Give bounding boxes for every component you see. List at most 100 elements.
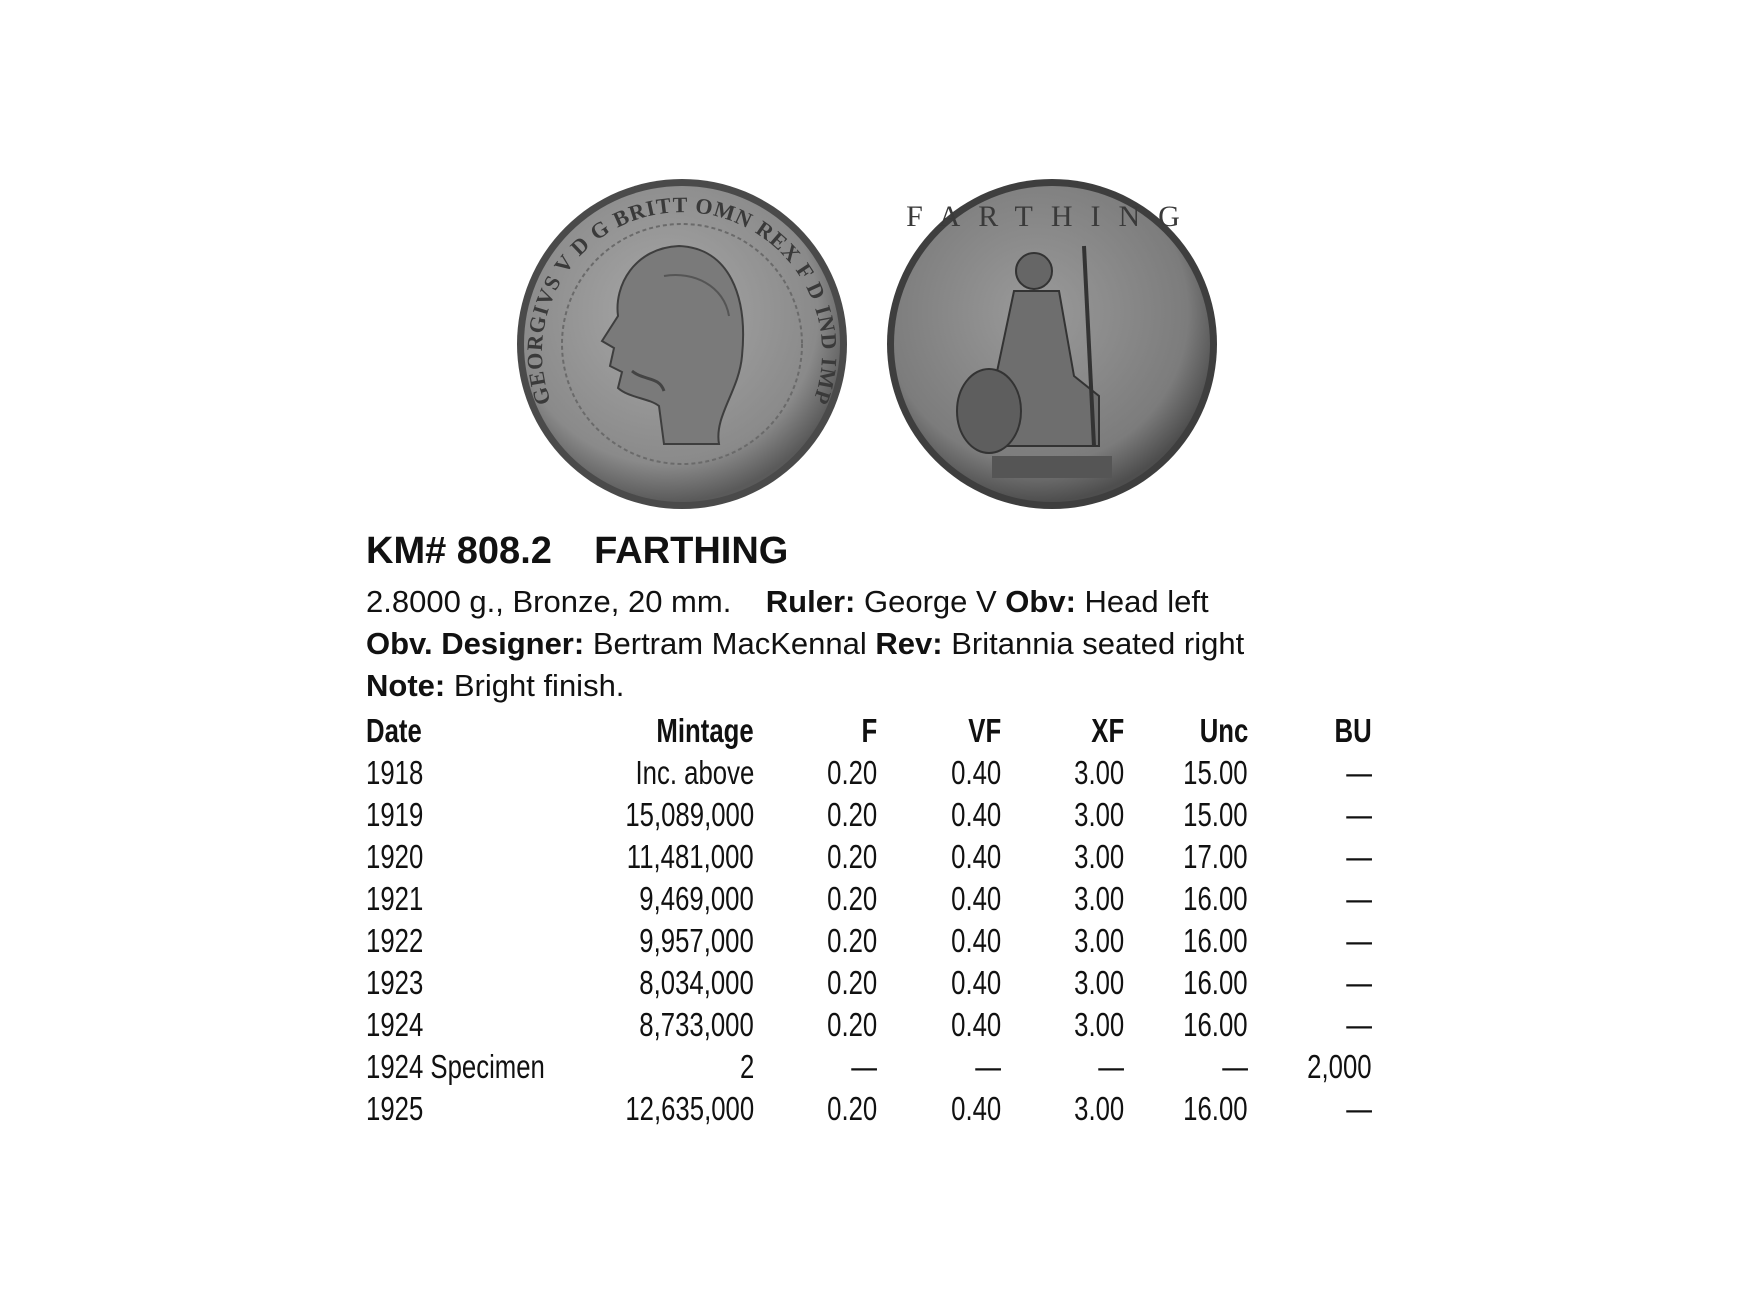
cell-vf: 0.40 <box>950 880 1001 917</box>
specs-line-3: Note: Bright finish. <box>366 668 624 704</box>
cell-vf: 0.40 <box>950 1090 1001 1127</box>
denomination: FARTHING <box>594 530 789 572</box>
cell-unc: 15.00 <box>1183 796 1248 833</box>
cell-f: 0.20 <box>826 838 877 875</box>
table-row: 1923 8,034,000 0.20 0.40 3.00 16.00 — <box>366 964 1372 1006</box>
cell-vf: 0.40 <box>950 754 1001 791</box>
km-number: KM# 808.2 <box>366 530 552 572</box>
cell-mintage: 2 <box>739 1048 754 1085</box>
cell-xf: 3.00 <box>1073 1006 1124 1043</box>
cell-date: 1923 <box>366 964 424 1001</box>
cell-bu: — <box>1346 964 1372 1001</box>
obv-designer-label: Obv. Designer: <box>366 626 585 661</box>
cell-mintage: 8,733,000 <box>639 1006 754 1043</box>
cell-unc: 17.00 <box>1183 838 1248 875</box>
cell-date: 1920 <box>366 838 424 875</box>
table-header: Date Mintage F VF XF Unc BU <box>366 712 1372 754</box>
cell-mintage: 8,034,000 <box>639 964 754 1001</box>
cell-bu: — <box>1346 922 1372 959</box>
cell-bu: — <box>1346 796 1372 833</box>
obv-designer-value: Bertram MacKennal <box>592 626 867 661</box>
cell-unc: 16.00 <box>1183 880 1248 917</box>
cell-mintage: 11,481,000 <box>627 838 754 875</box>
column-header-unc: Unc <box>1199 712 1248 749</box>
physical-specs: 2.8000 g., Bronze, 20 mm. <box>366 584 732 619</box>
cell-bu: 2,000 <box>1307 1048 1372 1085</box>
cell-mintage: Inc. above <box>635 754 754 791</box>
cell-xf: 3.00 <box>1073 964 1124 1001</box>
cell-xf: 3.00 <box>1073 838 1124 875</box>
column-header-vf: VF <box>968 712 1001 749</box>
column-header-xf: XF <box>1091 712 1124 749</box>
cell-unc: 16.00 <box>1183 1090 1248 1127</box>
cell-f: 0.20 <box>826 880 877 917</box>
cell-f: — <box>851 1048 877 1085</box>
table-row: 1919 15,089,000 0.20 0.40 3.00 15.00 — <box>366 796 1372 838</box>
cell-date: 1918 <box>366 754 424 791</box>
cell-bu: — <box>1346 754 1372 791</box>
table-row: 1922 9,957,000 0.20 0.40 3.00 16.00 — <box>366 922 1372 964</box>
table-row: 1924 Specimen 2 — — — — 2,000 <box>366 1048 1372 1090</box>
cell-xf: 3.00 <box>1073 754 1124 791</box>
note-label: Note: <box>366 668 446 703</box>
column-header-mintage: Mintage <box>656 712 754 749</box>
obv-label: Obv: <box>1005 584 1076 619</box>
ruler-value: George V <box>863 584 997 619</box>
cell-vf: 0.40 <box>950 796 1001 833</box>
table-row: 1924 8,733,000 0.20 0.40 3.00 16.00 — <box>366 1006 1372 1048</box>
cell-vf: 0.40 <box>950 1006 1001 1043</box>
cell-bu: — <box>1346 1006 1372 1043</box>
cell-date: 1919 <box>366 796 424 833</box>
note-value: Bright finish. <box>453 668 625 703</box>
cell-vf: 0.40 <box>950 922 1001 959</box>
cell-f: 0.20 <box>826 922 877 959</box>
column-header-date: Date <box>366 712 422 749</box>
table-row: 1925 12,635,000 0.20 0.40 3.00 16.00 — <box>366 1090 1372 1132</box>
table-row: 1920 11,481,000 0.20 0.40 3.00 17.00 — <box>366 838 1372 880</box>
cell-xf: 3.00 <box>1073 796 1124 833</box>
cell-xf: 3.00 <box>1073 1090 1124 1127</box>
cell-vf: 0.40 <box>950 838 1001 875</box>
cell-vf: — <box>975 1048 1001 1085</box>
cell-f: 0.20 <box>826 1090 877 1127</box>
cell-unc: 16.00 <box>1183 964 1248 1001</box>
cell-date: 1924 <box>366 1006 424 1043</box>
table-row: 1918 Inc. above 0.20 0.40 3.00 15.00 — <box>366 754 1372 796</box>
specs-line-1: 2.8000 g., Bronze, 20 mm. Ruler: George … <box>366 584 1209 620</box>
cell-date: 1924 Specimen <box>366 1048 545 1085</box>
cell-xf: — <box>1098 1048 1124 1085</box>
specs-line-2: Obv. Designer: Bertram MacKennal Rev: Br… <box>366 626 1244 662</box>
cell-mintage: 9,957,000 <box>639 922 754 959</box>
cell-bu: — <box>1346 880 1372 917</box>
cell-mintage: 12,635,000 <box>625 1090 754 1127</box>
cell-vf: 0.40 <box>950 964 1001 1001</box>
ruler-label: Ruler: <box>765 584 856 619</box>
coin-reverse-image: FARTHING <box>887 179 1217 509</box>
cell-xf: 3.00 <box>1073 922 1124 959</box>
reverse-legend: FARTHING <box>906 200 1198 233</box>
cell-date: 1922 <box>366 922 424 959</box>
cell-mintage: 15,089,000 <box>625 796 754 833</box>
rev-value: Britannia seated right <box>951 626 1245 661</box>
cell-f: 0.20 <box>826 1006 877 1043</box>
table-row: 1921 9,469,000 0.20 0.40 3.00 16.00 — <box>366 880 1372 922</box>
rev-label: Rev: <box>875 626 943 661</box>
column-header-bu: BU <box>1334 712 1372 749</box>
column-header-f: F <box>861 712 877 749</box>
cell-bu: — <box>1346 838 1372 875</box>
cell-unc: 15.00 <box>1183 754 1248 791</box>
cell-unc: 16.00 <box>1183 1006 1248 1043</box>
cell-unc: — <box>1222 1048 1248 1085</box>
cell-date: 1921 <box>366 880 424 917</box>
coin-obverse-image: GEORGIVS V D G BRITT OMN REX F D IND IMP <box>517 179 847 509</box>
coin-title: KM# 808.2 FARTHING <box>366 530 788 573</box>
cell-f: 0.20 <box>826 796 877 833</box>
cell-f: 0.20 <box>826 754 877 791</box>
obv-value: Head left <box>1084 584 1209 619</box>
cell-mintage: 9,469,000 <box>639 880 754 917</box>
cell-f: 0.20 <box>826 964 877 1001</box>
cell-bu: — <box>1346 1090 1372 1127</box>
cell-xf: 3.00 <box>1073 880 1124 917</box>
cell-date: 1925 <box>366 1090 424 1127</box>
cell-unc: 16.00 <box>1183 922 1248 959</box>
